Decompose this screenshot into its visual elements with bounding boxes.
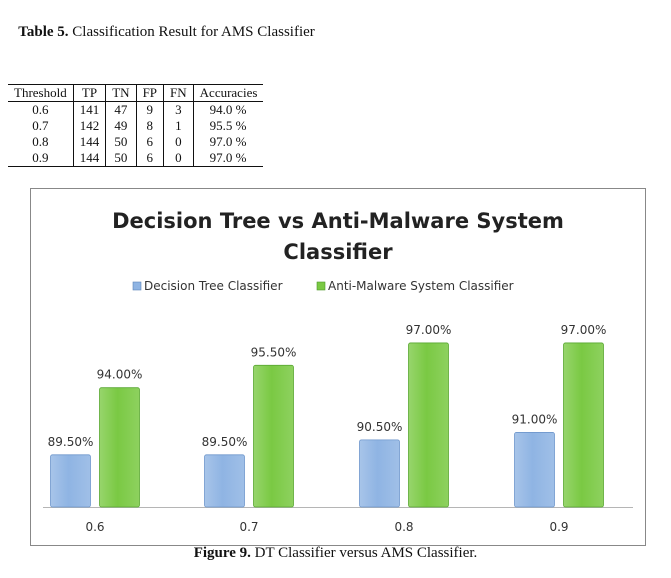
cell-tn: 49 — [105, 118, 137, 134]
cell-accuracy: 97.0 % — [192, 134, 264, 150]
cell-fp: 6 — [135, 134, 164, 150]
table-header-row: Threshold TP TN FP FN Accuracies — [8, 84, 264, 102]
bar — [204, 454, 245, 508]
table-row: 0.9 144 50 6 0 97.0 % — [8, 150, 264, 167]
bar-chart: Decision Tree vs Anti-Malware System Clas… — [43, 209, 633, 534]
cell-fn: 1 — [163, 118, 194, 134]
header-fp: FP — [135, 84, 164, 102]
x-tick-label: 0.8 — [394, 520, 413, 534]
chart-title-line: Classifier — [283, 240, 393, 264]
bar — [514, 432, 555, 508]
bar — [563, 342, 604, 508]
legend-label: Decision Tree Classifier — [144, 279, 283, 293]
cell-fn: 0 — [163, 150, 194, 167]
data-label: 94.00% — [97, 368, 143, 382]
cell-accuracy: 97.0 % — [192, 150, 264, 167]
cell-threshold: 0.6 — [32, 102, 49, 117]
header-tn: TN — [105, 84, 137, 102]
cell-tn: 47 — [105, 101, 137, 118]
cell-threshold: 0.9 — [32, 150, 49, 165]
results-table: Threshold TP TN FP FN Accuracies 0.6 141… — [8, 84, 264, 167]
bar — [99, 387, 140, 508]
cell-accuracy: 95.5 % — [192, 118, 264, 134]
data-label: 97.00% — [406, 323, 452, 337]
cell-tn: 50 — [105, 134, 137, 150]
cell-fn: 3 — [163, 101, 194, 118]
table-caption-text: Classification Result for AMS Classifier — [72, 24, 315, 40]
table-caption: Table 5. Classification Result for AMS C… — [8, 22, 325, 42]
x-tick-label: 0.7 — [239, 520, 258, 534]
table-row: 0.8 144 50 6 0 97.0 % — [8, 134, 264, 150]
table-row: 0.7 142 49 8 1 95.5 % — [8, 118, 264, 134]
header-threshold: Threshold — [8, 84, 74, 102]
legend-swatch — [132, 281, 142, 291]
cell-fp: 6 — [135, 150, 164, 167]
cell-fp: 9 — [135, 101, 164, 118]
chart-frame: Decision Tree vs Anti-Malware System Clas… — [30, 188, 646, 546]
legend-label: Anti-Malware System Classifier — [328, 279, 514, 293]
bar — [50, 454, 91, 508]
table-caption-label: Table 5. — [18, 24, 69, 40]
data-label: 90.50% — [357, 420, 403, 434]
bar — [408, 342, 449, 508]
cell-fp: 8 — [135, 118, 164, 134]
cell-tp: 141 — [72, 101, 106, 118]
x-tick-label: 0.9 — [549, 520, 568, 534]
chart-title-line: Decision Tree vs Anti-Malware System — [112, 209, 564, 233]
data-label: 97.00% — [561, 323, 607, 337]
header-tp: TP — [72, 84, 106, 102]
legend-swatch — [316, 281, 326, 291]
bar — [253, 364, 294, 508]
cell-accuracy: 94.0 % — [192, 101, 264, 118]
cell-fn: 0 — [163, 134, 194, 150]
table-row: 0.6 141 47 9 3 94.0 % — [8, 101, 264, 118]
data-label: 89.50% — [202, 435, 248, 449]
data-label: 91.00% — [512, 412, 558, 426]
cell-threshold: 0.7 — [32, 118, 49, 133]
data-label: 89.50% — [48, 435, 94, 449]
data-label: 95.50% — [251, 345, 297, 359]
cell-tp: 144 — [72, 150, 106, 167]
figure-caption-text: DT Classifier versus AMS Classifier. — [254, 545, 478, 561]
cell-tp: 142 — [72, 118, 106, 134]
bar — [359, 439, 400, 508]
figure-caption: Figure 9. DT Classifier versus AMS Class… — [0, 545, 671, 562]
cell-tp: 144 — [72, 134, 106, 150]
figure-caption-label: Figure 9. — [193, 545, 251, 561]
header-accuracies: Accuracies — [192, 84, 264, 102]
cell-threshold: 0.8 — [32, 134, 49, 149]
header-fn: FN — [163, 84, 194, 102]
cell-tn: 50 — [105, 150, 137, 167]
x-tick-label: 0.6 — [85, 520, 104, 534]
